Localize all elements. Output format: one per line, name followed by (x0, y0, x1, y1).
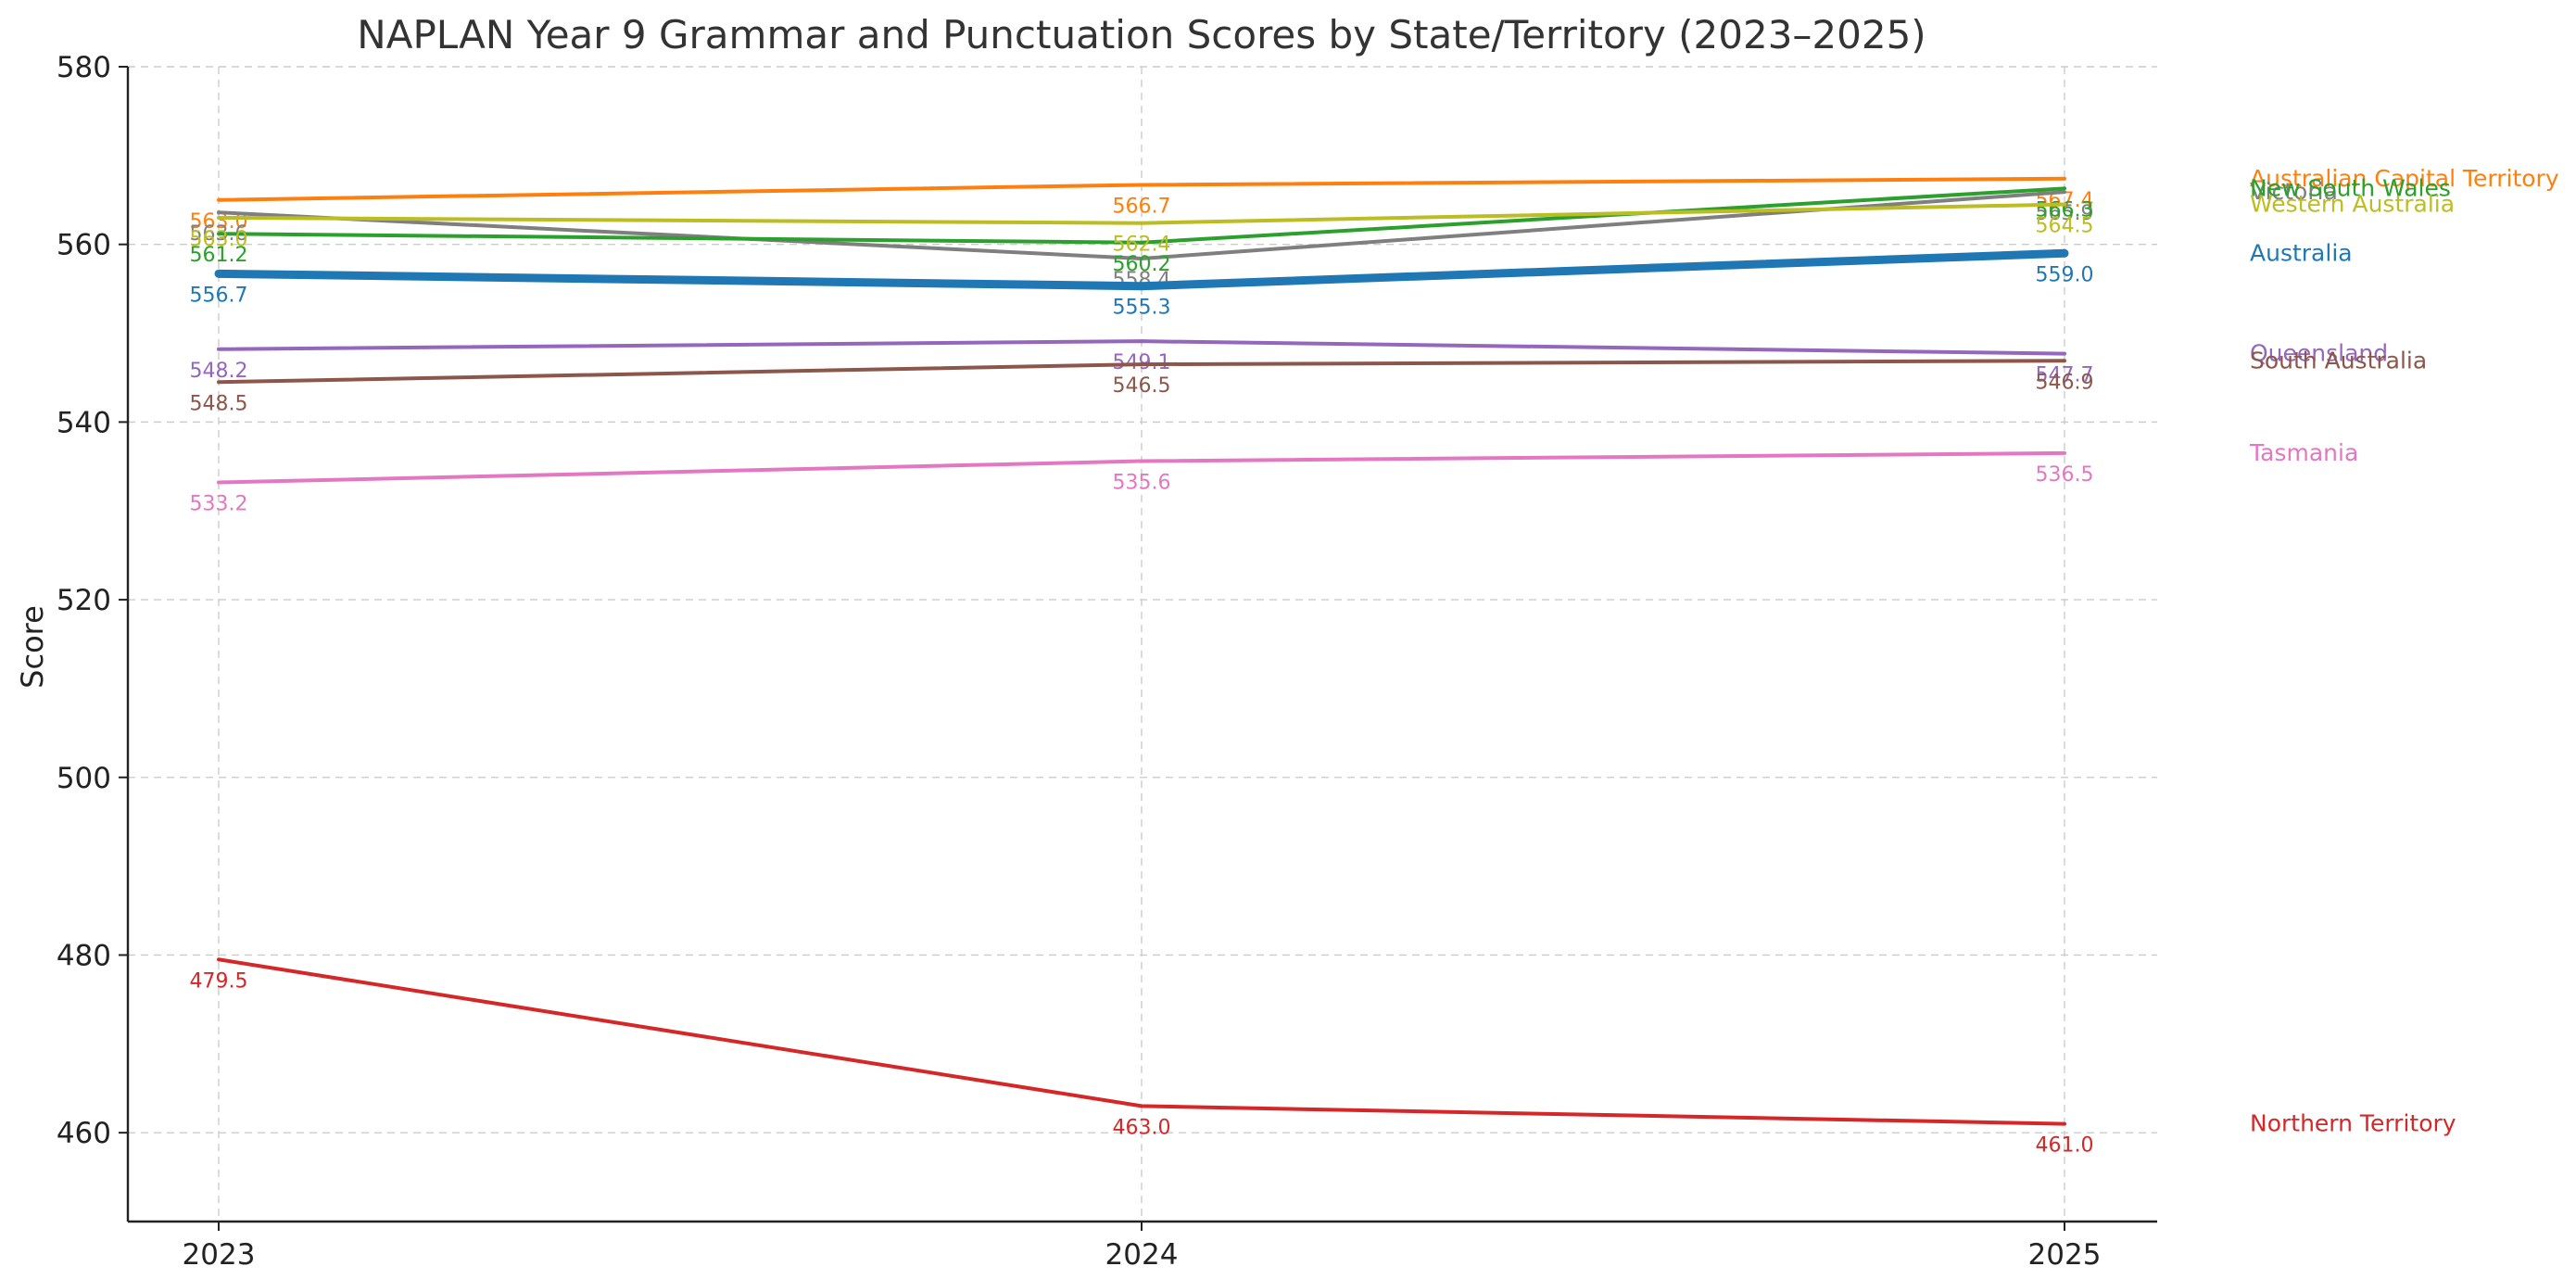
y-tick-label: 520 (57, 584, 111, 617)
y-tick-label: 460 (57, 1117, 111, 1150)
data-point (1140, 221, 1143, 225)
data-point (2060, 248, 2069, 258)
data-label: 559.0 (2036, 263, 2094, 286)
data-label: 547.7 (2036, 364, 2094, 387)
series-group: 548.5 546.5 546.9 South Australia (190, 347, 2428, 415)
y-tick-label: 560 (57, 229, 111, 262)
x-tick-label: 2025 (2028, 1238, 2102, 1272)
data-label: 461.0 (2036, 1134, 2094, 1158)
data-point (1140, 459, 1143, 463)
data-point (1140, 240, 1143, 245)
axes: 460 480 500 520 540 560 580 2023 2024 2025 (57, 51, 2157, 1272)
data-label: 546.5 (1113, 374, 1171, 398)
data-point (2063, 359, 2066, 363)
series-name-label: Queensland (2250, 340, 2388, 367)
data-label: 463.0 (1113, 1116, 1171, 1139)
data-label: 536.5 (2036, 463, 2094, 487)
data-point (2063, 202, 2066, 207)
series-group: 563.0 562.4 564.5 Western Australia (190, 191, 2456, 257)
data-label: 479.5 (190, 969, 248, 993)
series-group: 561.2 560.2 566.3 New South Wales (190, 174, 2451, 275)
data-label: 564.5 (2036, 215, 2094, 238)
y-tick-label: 580 (57, 51, 111, 84)
data-label: 548.2 (190, 360, 248, 383)
data-label: 546.9 (2036, 371, 2094, 394)
series-name-label: South Australia (2250, 347, 2427, 374)
data-label: 562.4 (1113, 234, 1171, 257)
data-point (217, 380, 221, 385)
data-label: 556.7 (190, 284, 248, 307)
series-group: 533.2 535.6 536.5 Tasmania (190, 439, 2359, 516)
data-point (1140, 1104, 1143, 1108)
series-name-label: New South Wales (2250, 174, 2451, 201)
series-name-label: Australian Capital Territory (2250, 165, 2559, 192)
data-point (217, 197, 221, 202)
data-point (2063, 190, 2066, 195)
data-label: 548.5 (190, 392, 248, 415)
series-name-label: Victoria (2250, 178, 2338, 205)
series-group: 556.7 555.3 559.0 Australia (190, 239, 2353, 319)
y-tick-label: 500 (57, 762, 111, 795)
data-point (1137, 282, 1146, 291)
data-point (1140, 183, 1143, 187)
data-point (217, 957, 221, 962)
series-name-label: Western Australia (2250, 191, 2455, 218)
data-label: 533.2 (190, 493, 248, 516)
data-point (217, 232, 221, 236)
chart-title: NAPLAN Year 9 Grammar and Punctuation Sc… (357, 12, 1926, 57)
series-group: 479.5 463.0 461.0 Northern Territory (190, 957, 2456, 1158)
data-point (1140, 362, 1143, 367)
data-point (2063, 351, 2066, 356)
series-name-label: Tasmania (2249, 439, 2358, 466)
data-point (217, 347, 221, 351)
data-label: 566.3 (2036, 198, 2094, 222)
data-point (2063, 1121, 2066, 1126)
data-label: 535.6 (1113, 472, 1171, 495)
data-point (217, 480, 221, 485)
data-label: 560.2 (1113, 253, 1171, 276)
data-label: 555.3 (1113, 297, 1171, 320)
y-axis-label: Score (15, 605, 50, 689)
data-point (1140, 339, 1143, 344)
series-name-label: Northern Territory (2250, 1110, 2456, 1137)
data-point (2063, 186, 2066, 191)
data-point (2063, 176, 2066, 181)
y-tick-label: 480 (57, 939, 111, 972)
x-tick-label: 2024 (1105, 1238, 1179, 1272)
data-label: 566.7 (1113, 195, 1171, 218)
data-point (214, 269, 223, 278)
data-label: 561.2 (190, 244, 248, 267)
data-point (217, 210, 221, 215)
data-point (2063, 450, 2066, 455)
data-label: 563.0 (190, 228, 248, 251)
data-point (217, 215, 221, 220)
y-tick-label: 540 (57, 406, 111, 439)
series-name-label: Australia (2250, 239, 2353, 266)
data-point (1140, 257, 1143, 261)
x-tick-label: 2023 (183, 1238, 256, 1272)
